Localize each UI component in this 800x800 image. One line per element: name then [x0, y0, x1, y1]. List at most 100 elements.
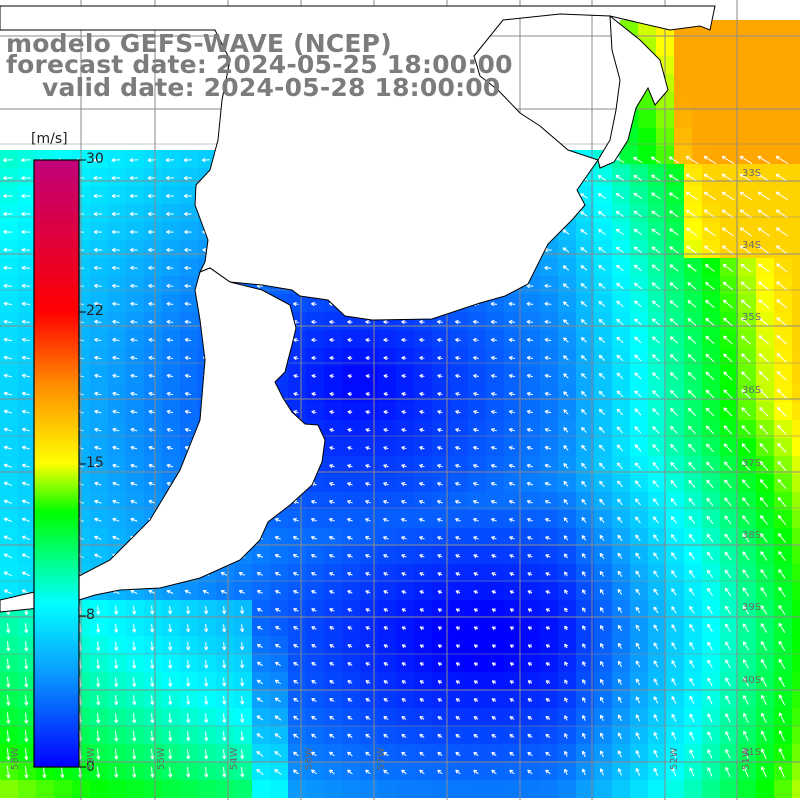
wind-arrow	[544, 445, 552, 450]
wind-arrow	[347, 698, 353, 702]
lon-label: 57W	[376, 747, 387, 770]
wind-arrow	[597, 175, 607, 181]
wind-arrow	[563, 517, 569, 523]
wind-arrow	[166, 211, 174, 217]
wind-arrow	[94, 373, 102, 378]
wind-arrow	[419, 482, 425, 487]
wind-arrow	[455, 554, 461, 559]
wind-arrow	[166, 589, 174, 594]
wind-arrow	[670, 534, 677, 542]
wind-arrow	[759, 479, 769, 489]
wind-arrow	[473, 391, 479, 397]
wind-arrow	[130, 517, 138, 522]
wind-arrow	[617, 714, 622, 722]
wind-arrow	[705, 389, 715, 399]
wind-arrow	[21, 211, 31, 217]
wind-arrow	[347, 662, 353, 666]
wind-arrow	[508, 319, 516, 325]
wind-arrow	[3, 319, 13, 324]
wind-arrow	[148, 265, 156, 271]
wind-arrow	[455, 716, 461, 720]
wind-arrow	[240, 749, 245, 760]
wind-arrow	[93, 211, 103, 217]
wind-arrow	[329, 356, 335, 361]
wind-arrow	[455, 680, 461, 685]
wind-arrow	[580, 265, 588, 271]
wind-arrow	[60, 766, 65, 778]
wind-arrow	[347, 554, 353, 558]
wind-arrow	[599, 498, 605, 506]
wind-arrow	[617, 498, 623, 506]
wind-arrow	[688, 515, 696, 524]
wind-arrow	[527, 733, 533, 738]
wind-arrow	[776, 299, 788, 309]
wind-arrow	[239, 642, 245, 651]
wind-arrow	[3, 247, 13, 253]
wind-arrow	[401, 392, 407, 397]
wind-arrow	[419, 374, 425, 379]
wind-arrow	[599, 571, 605, 577]
wind-arrow	[184, 301, 192, 307]
wind-arrow	[473, 698, 479, 703]
wind-arrow	[652, 462, 660, 470]
wind-arrow	[670, 461, 678, 470]
wind-arrow	[94, 427, 102, 432]
wind-arrow	[94, 553, 102, 558]
wind-arrow	[687, 282, 697, 290]
wind-arrow	[508, 463, 515, 468]
wind-arrow	[6, 748, 11, 761]
wind-arrow	[653, 624, 659, 632]
wind-arrow	[129, 211, 138, 217]
wind-arrow	[455, 410, 461, 415]
wind-arrow	[599, 714, 604, 722]
wind-arrow	[94, 463, 102, 468]
wind-arrow	[222, 659, 227, 669]
wind-arrow	[705, 353, 715, 363]
wind-arrow	[111, 193, 121, 199]
wind-arrow	[293, 626, 299, 630]
wind-arrow	[651, 210, 661, 218]
wind-arrow	[723, 317, 733, 327]
wind-arrow	[166, 265, 174, 271]
wind-arrow	[582, 714, 586, 721]
wind-arrow	[329, 733, 335, 739]
wind-arrow	[129, 175, 139, 181]
wind-arrow	[150, 748, 155, 760]
wind-arrow	[96, 766, 101, 778]
valid-date: valid date: 2024-05-28 18:00:00	[42, 73, 501, 102]
wind-arrow	[256, 679, 264, 685]
wind-arrow	[563, 535, 569, 541]
wind-arrow	[598, 336, 606, 343]
wind-arrow	[204, 659, 209, 669]
wind-arrow	[509, 769, 515, 775]
wind-arrow	[778, 712, 786, 724]
wind-arrow	[437, 644, 443, 649]
wind-arrow	[617, 750, 622, 758]
wind-arrow	[742, 605, 750, 615]
wind-arrow	[3, 409, 13, 414]
wind-arrow	[545, 733, 551, 738]
wind-arrow	[6, 730, 11, 742]
wind-arrow	[166, 355, 174, 361]
lon-label: 59W	[86, 747, 97, 770]
wind-arrow	[778, 550, 786, 561]
wind-arrow	[21, 193, 31, 199]
wind-arrow	[635, 516, 641, 524]
wind-arrow	[704, 245, 716, 255]
wind-arrow	[455, 373, 461, 379]
wind-arrow	[293, 608, 299, 612]
wind-arrow	[437, 337, 443, 343]
wind-arrow	[186, 713, 191, 723]
wind-arrow	[3, 445, 12, 450]
wind-arrow	[527, 680, 533, 685]
wind-arrow	[401, 500, 407, 505]
wind-arrow	[778, 586, 786, 597]
wind-arrow	[184, 283, 192, 289]
wind-arrow	[201, 157, 210, 163]
wind-arrow	[93, 157, 103, 163]
wind-arrow	[168, 605, 173, 615]
wind-arrow	[130, 499, 138, 504]
wind-arrow	[347, 500, 353, 505]
wind-arrow	[509, 626, 514, 631]
